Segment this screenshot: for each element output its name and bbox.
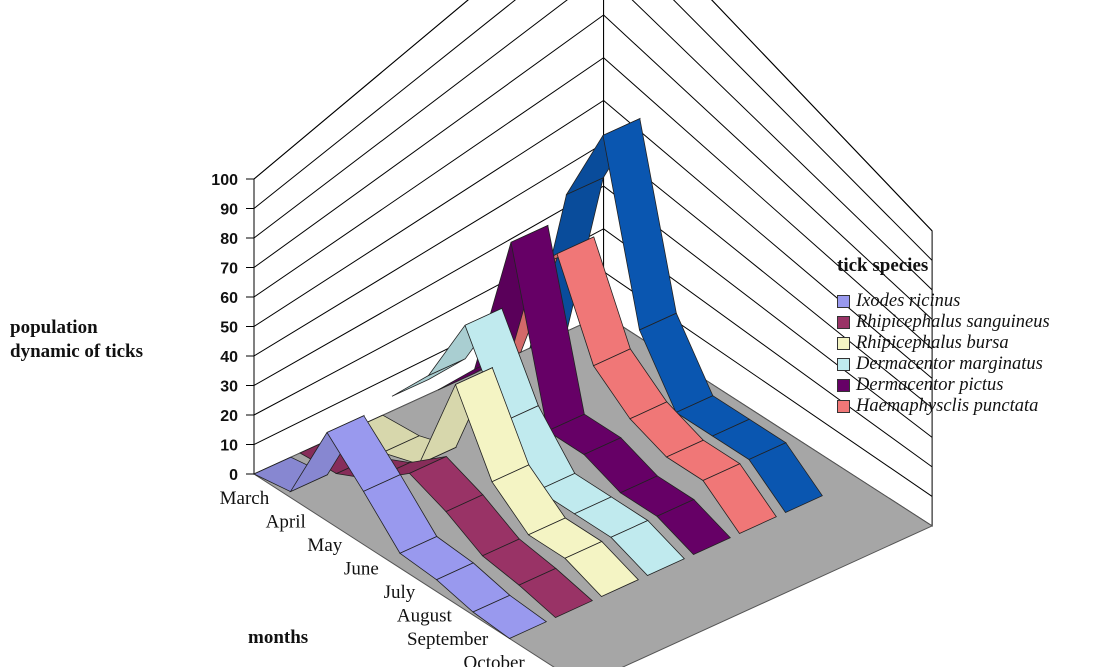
legend-swatch bbox=[837, 295, 850, 308]
series-data-segment bbox=[610, 520, 685, 576]
y-tick-label: 90 bbox=[220, 202, 238, 219]
chart-walls bbox=[253, 0, 933, 527]
series-ribbon bbox=[253, 414, 548, 639]
series-data-segment bbox=[472, 594, 548, 639]
y-tick-label: 10 bbox=[220, 438, 238, 455]
legend-item: Dermacentor pictus bbox=[837, 375, 1050, 396]
legend-item: Rhipicephalus sanguineus bbox=[837, 312, 1050, 333]
legend-item: Ixodes ricinus bbox=[837, 291, 1050, 312]
legend-label: Ixodes ricinus bbox=[856, 291, 961, 311]
legend-label: Dermacentor pictus bbox=[856, 375, 1004, 395]
legend-item: Haemaphysclis punctata bbox=[837, 396, 1050, 417]
series-data-segment bbox=[748, 442, 823, 514]
legend-label: Dermacentor marginatus bbox=[856, 354, 1043, 374]
y-tick-label: 80 bbox=[220, 231, 238, 248]
x-tick-label: April bbox=[266, 511, 306, 532]
legend-label: Haemaphysclis punctata bbox=[856, 396, 1039, 416]
x-tick-label: July bbox=[384, 582, 416, 603]
legend: tick species Ixodes ricinus Rhipicephalus… bbox=[837, 255, 1050, 417]
legend-swatch bbox=[837, 400, 850, 413]
legend-item: Rhipicephalus bursa bbox=[837, 333, 1050, 354]
y-axis-title-line-1: population bbox=[10, 317, 98, 338]
legend-swatch bbox=[837, 358, 850, 371]
series-ribbon bbox=[437, 224, 731, 555]
x-tick-label: June bbox=[344, 558, 379, 579]
y-tick-label: 40 bbox=[220, 349, 238, 366]
series-data-segment bbox=[518, 567, 594, 618]
legend-swatch bbox=[837, 316, 850, 329]
y-axis-ticks: 0 10 20 30 40 50 60 70 80 90 100 bbox=[211, 172, 254, 484]
series-data-segment bbox=[702, 463, 777, 535]
y-tick-label: 30 bbox=[220, 379, 238, 396]
x-tick-label: September bbox=[407, 629, 489, 650]
series-ribbon bbox=[345, 366, 639, 597]
legend-label: Rhipicephalus bursa bbox=[856, 333, 1009, 353]
y-tick-label: 60 bbox=[220, 290, 238, 307]
series-data-segment bbox=[656, 499, 731, 555]
x-tick-label: May bbox=[307, 535, 342, 556]
series-ribbon bbox=[391, 307, 685, 576]
y-tick-label: 0 bbox=[229, 467, 238, 484]
series-data-segment bbox=[564, 541, 639, 597]
legend-items: Ixodes ricinus Rhipicephalus sanguineus Rh… bbox=[837, 291, 1050, 417]
y-tick-label: 100 bbox=[211, 172, 238, 189]
legend-swatch bbox=[837, 379, 850, 392]
y-tick-label: 50 bbox=[220, 320, 238, 337]
legend-swatch bbox=[837, 337, 850, 350]
legend-title: tick species bbox=[837, 255, 929, 276]
x-tick-label: October bbox=[464, 652, 526, 667]
y-tick-label: 20 bbox=[220, 408, 238, 425]
y-tick-label: 70 bbox=[220, 261, 238, 278]
legend-item: Dermacentor marginatus bbox=[837, 354, 1050, 375]
y-axis-title-line-2: dynamic of ticks bbox=[10, 341, 143, 362]
x-axis-title: months bbox=[248, 627, 308, 648]
legend-label: Rhipicephalus sanguineus bbox=[856, 312, 1050, 332]
x-tick-label: March bbox=[220, 488, 270, 509]
x-tick-label: August bbox=[397, 605, 453, 626]
y-axis-title: population dynamic of ticks bbox=[10, 317, 143, 362]
chart-series-ribbons bbox=[253, 117, 823, 639]
